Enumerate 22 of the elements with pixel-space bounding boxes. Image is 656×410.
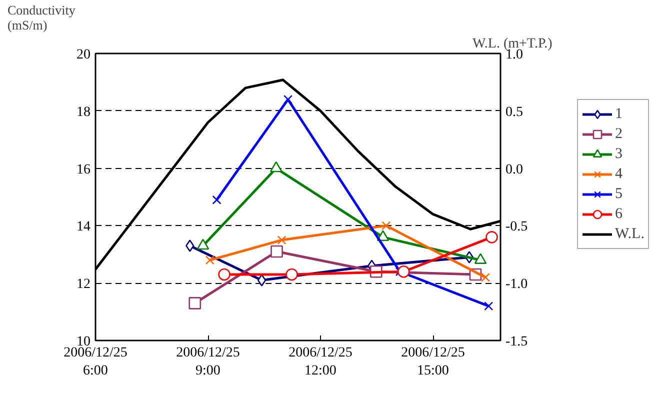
legend-label: 2	[615, 126, 624, 142]
legend-label: W.L.	[615, 226, 644, 242]
legend-label: 6	[615, 206, 624, 222]
y-tick-label: 16	[76, 162, 90, 178]
y2-tick-label: -1.5	[506, 334, 528, 350]
x-tick-label: 2006/12/25 6:00	[64, 346, 128, 378]
y2-tick-label: 0.0	[506, 162, 523, 178]
y-tick-label: 12	[76, 277, 90, 292]
y-tick-label: 18	[76, 104, 90, 120]
y2-tick-label: -0.5	[506, 220, 528, 235]
y-axis-title: Conductivity (mS/m)	[8, 2, 76, 32]
legend-label: 3	[615, 146, 624, 162]
legend-label: 5	[615, 186, 624, 202]
y2-tick-label: 0.5	[506, 104, 523, 120]
x-tick-label: 2006/12/25 12:00	[288, 346, 352, 378]
legend-label: 1	[615, 106, 624, 122]
y-tick-label: 14	[76, 220, 90, 235]
x-tick-label: 2006/12/25 15:00	[401, 346, 465, 378]
y-tick-label: 20	[76, 48, 90, 62]
y2-tick-label: -1.0	[506, 277, 528, 292]
x-tick-label: 2006/12/25 9:00	[176, 346, 240, 378]
legend-label: 4	[615, 166, 624, 182]
